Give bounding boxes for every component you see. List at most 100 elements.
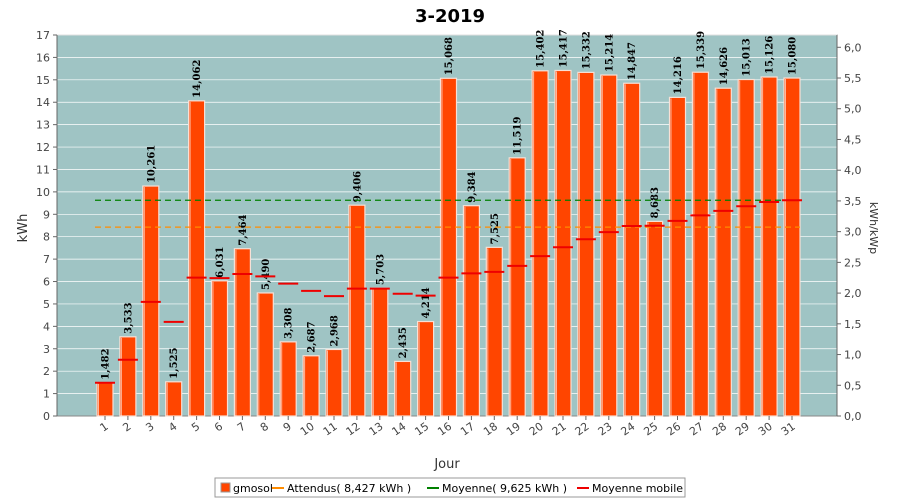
x-tick-label: 7 <box>235 420 248 435</box>
bar <box>165 381 183 417</box>
bar <box>417 320 435 417</box>
bar-value-label: 15,417 <box>559 29 570 67</box>
bar <box>188 100 206 417</box>
bar <box>577 71 595 417</box>
x-tick-label: 8 <box>258 420 271 435</box>
bar-value-label: 14,216 <box>673 56 684 94</box>
x-tick-label: 5 <box>189 420 202 435</box>
bar-value-label: 5,490 <box>261 259 272 290</box>
bar <box>508 157 526 417</box>
x-tick-label: 27 <box>687 420 706 439</box>
y-tick-label: 17 <box>36 29 50 42</box>
x-tick-label: 23 <box>596 420 615 439</box>
x-tick-label: 11 <box>321 420 340 439</box>
bar-value-label: 15,126 <box>765 36 776 74</box>
bar-value-label: 2,435 <box>398 327 409 358</box>
x-tick-label: 25 <box>641 420 660 439</box>
bar-value-label: 3,308 <box>284 308 295 339</box>
y2-tick-label: 2,5 <box>844 256 862 269</box>
x-tick-label: 22 <box>573 420 592 439</box>
x-axis-label: Jour <box>433 457 460 472</box>
y2-axis: 0,0 0,5 1,0 1,5 2,0 2,5 3,0 3,5 4,0 4,5 5,0 5,5 6,0 <box>836 35 862 423</box>
bar-value-label: 15,080 <box>788 37 799 75</box>
bar <box>668 96 687 417</box>
y2-tick-label: 4,0 <box>844 164 862 177</box>
y2-tick-label: 6,0 <box>844 41 862 54</box>
bar-value-label: 2,687 <box>307 321 318 352</box>
bar-value-label: 4,214 <box>421 287 432 318</box>
y-tick-label: 15 <box>36 74 50 87</box>
bar <box>600 74 618 417</box>
bar <box>554 69 572 417</box>
bar <box>96 382 114 417</box>
bar-value-label: 6,031 <box>215 247 226 278</box>
y-tick-label: 4 <box>43 320 50 333</box>
y2-tick-label: 3,0 <box>844 226 862 239</box>
bar-value-label: 7,464 <box>238 214 249 245</box>
x-tick-label: 19 <box>504 420 523 439</box>
bar <box>531 70 549 417</box>
bar <box>371 287 389 417</box>
x-tick-label: 17 <box>458 420 477 439</box>
x-tick-label: 20 <box>527 420 546 439</box>
legend-label: gmosol <box>233 482 273 495</box>
legend-label: Moyenne mobile <box>592 482 683 495</box>
y-tick-label: 14 <box>36 96 50 109</box>
bar-value-label: 15,402 <box>536 30 547 68</box>
x-tick-label: 1 <box>98 420 111 435</box>
y-tick-label: 5 <box>43 298 50 311</box>
bar-value-label: 15,013 <box>742 38 753 76</box>
y2-tick-label: 1,5 <box>844 318 862 331</box>
bar-value-label: 1,482 <box>101 348 112 379</box>
x-tick-label: 26 <box>664 420 683 439</box>
legend: gmosol Attendus( 8,427 kWh ) Moyenne( 9,62… <box>214 477 686 498</box>
y2-tick-label: 2,0 <box>844 287 862 300</box>
x-tick-label: 14 <box>389 420 408 439</box>
bar-value-label: 11,519 <box>513 117 524 155</box>
bar-value-label: 9,384 <box>467 171 478 202</box>
y-tick-label: 1 <box>43 388 50 401</box>
legend-box <box>214 477 686 498</box>
bar <box>462 205 480 417</box>
y-tick-label: 3 <box>43 343 50 356</box>
bar-value-label: 7,525 <box>490 213 501 244</box>
bar <box>760 76 778 417</box>
y-tick-label: 12 <box>36 141 50 154</box>
bar-value-label: 2,968 <box>330 315 341 346</box>
x-tick-label: 13 <box>367 420 386 439</box>
bar-value-label: 1,525 <box>169 347 180 378</box>
bar <box>394 360 412 417</box>
x-tick-label: 15 <box>412 420 431 439</box>
bar-value-label: 8,683 <box>650 187 661 218</box>
x-tick-label: 21 <box>550 420 569 439</box>
bar-value-label: 15,332 <box>581 31 592 69</box>
x-tick-label: 3 <box>143 420 156 435</box>
bar <box>119 336 137 417</box>
bar <box>439 77 458 417</box>
y-tick-label: 10 <box>36 186 50 199</box>
y-axis-label: kWh <box>16 214 31 243</box>
y-tick-label: 6 <box>43 276 50 289</box>
x-tick-label: 29 <box>733 420 752 439</box>
bar <box>256 292 274 417</box>
x-tick-label: 9 <box>281 420 294 435</box>
legend-swatch <box>220 482 231 493</box>
y2-tick-label: 4,5 <box>844 133 862 146</box>
x-tick-label: 18 <box>481 420 500 439</box>
bar-value-label: 5,703 <box>375 254 386 285</box>
y-tick-label: 16 <box>36 51 50 64</box>
y2-tick-label: 1,0 <box>844 349 862 362</box>
bar-value-label: 15,339 <box>696 31 707 69</box>
bar-value-label: 10,261 <box>146 145 157 183</box>
bar <box>623 82 641 417</box>
y2-tick-label: 3,5 <box>844 195 862 208</box>
bar-value-label: 9,406 <box>352 171 363 202</box>
bar <box>302 355 320 417</box>
y-tick-label: 2 <box>43 365 50 378</box>
x-tick-label: 2 <box>120 420 133 435</box>
bar <box>691 71 710 417</box>
x-tick-label: 6 <box>212 420 225 435</box>
x-axis: 1 2 3 4 5 6 7 8 9 10 11 12 13 14 15 16 17 18 19 20 21 22 23 24 2… <box>98 416 798 438</box>
